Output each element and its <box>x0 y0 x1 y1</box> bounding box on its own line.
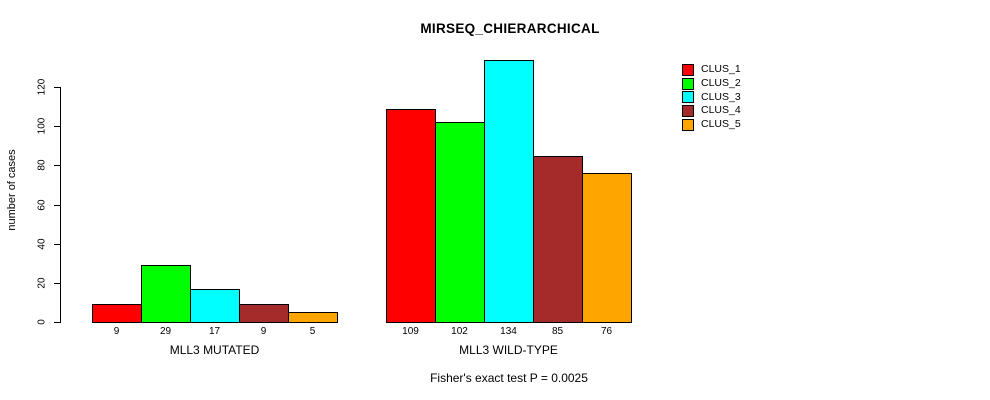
bar-value-label: 76 <box>600 326 613 337</box>
legend-row-clus_1: CLUS_1 <box>682 63 741 77</box>
legend-label: CLUS_3 <box>701 90 741 103</box>
y-tick <box>54 87 60 88</box>
y-tick <box>54 282 60 284</box>
legend-swatch-icon <box>682 118 694 131</box>
legend-label: CLUS_5 <box>701 118 741 131</box>
bar-value-label: 102 <box>451 326 468 337</box>
bar-value-label: 134 <box>500 326 517 337</box>
y-tick <box>54 126 60 128</box>
bar-clus_5-wild-type <box>582 173 632 323</box>
category-label-mll3-mutated: MLL3 MUTATED <box>169 343 260 357</box>
chart-title: MIRSEQ_CHIERARCHICAL <box>420 21 600 36</box>
bar-value-label: 85 <box>551 326 564 337</box>
bar-value-label: 5 <box>309 326 316 337</box>
subtitle-fisher-test: Fisher's exact test P = 0.0025 <box>430 371 588 385</box>
y-tick-label: 80 <box>36 159 48 171</box>
bar-value-label: 109 <box>402 326 419 337</box>
bar-clus_1-wild-type <box>386 109 436 323</box>
bar-clus_5-mutated <box>288 312 338 323</box>
y-tick <box>54 322 60 323</box>
legend-row-clus_3: CLUS_3 <box>682 90 741 104</box>
legend-swatch-icon <box>682 104 694 117</box>
y-axis-line <box>60 87 61 323</box>
legend-row-clus_4: CLUS_4 <box>682 104 741 118</box>
y-tick <box>54 204 60 206</box>
legend-row-clus_2: CLUS_2 <box>682 77 741 91</box>
y-tick-label: 40 <box>36 238 48 250</box>
y-tick-label: 0 <box>36 319 48 325</box>
y-tick <box>54 243 60 245</box>
legend-swatch-icon <box>682 63 694 76</box>
legend-label: CLUS_2 <box>701 77 741 90</box>
y-tick-label: 60 <box>36 198 48 211</box>
bar-clus_4-wild-type <box>533 156 583 323</box>
bar-value-label: 17 <box>208 326 221 337</box>
legend-swatch-icon <box>682 77 694 90</box>
legend: CLUS_1 CLUS_2 CLUS_3 CLUS_4 CLUS_5 <box>682 63 741 131</box>
bar-value-label: 9 <box>260 326 267 337</box>
bar-clus_2-mutated <box>141 265 191 323</box>
legend-label: CLUS_1 <box>701 63 741 76</box>
bar-value-label: 29 <box>159 326 172 337</box>
bar-clus_3-mutated <box>190 289 240 323</box>
legend-row-clus_5: CLUS_5 <box>682 118 741 132</box>
y-tick-label: 120 <box>36 78 48 96</box>
y-tick-label: 20 <box>36 277 48 289</box>
y-tick <box>54 165 60 167</box>
bar-value-label: 9 <box>113 326 120 337</box>
legend-label: CLUS_4 <box>701 104 741 117</box>
legend-swatch-icon <box>682 91 694 104</box>
bar-clus_2-wild-type <box>435 122 485 323</box>
category-label-mll3-wild-type: MLL3 WILD-TYPE <box>459 343 558 357</box>
bar-clus_4-mutated <box>239 304 289 323</box>
y-axis-label: number of cases <box>6 149 18 231</box>
bar-clus_3-wild-type <box>484 60 534 323</box>
y-tick-label: 100 <box>36 117 48 135</box>
bar-clus_1-mutated <box>92 304 142 323</box>
